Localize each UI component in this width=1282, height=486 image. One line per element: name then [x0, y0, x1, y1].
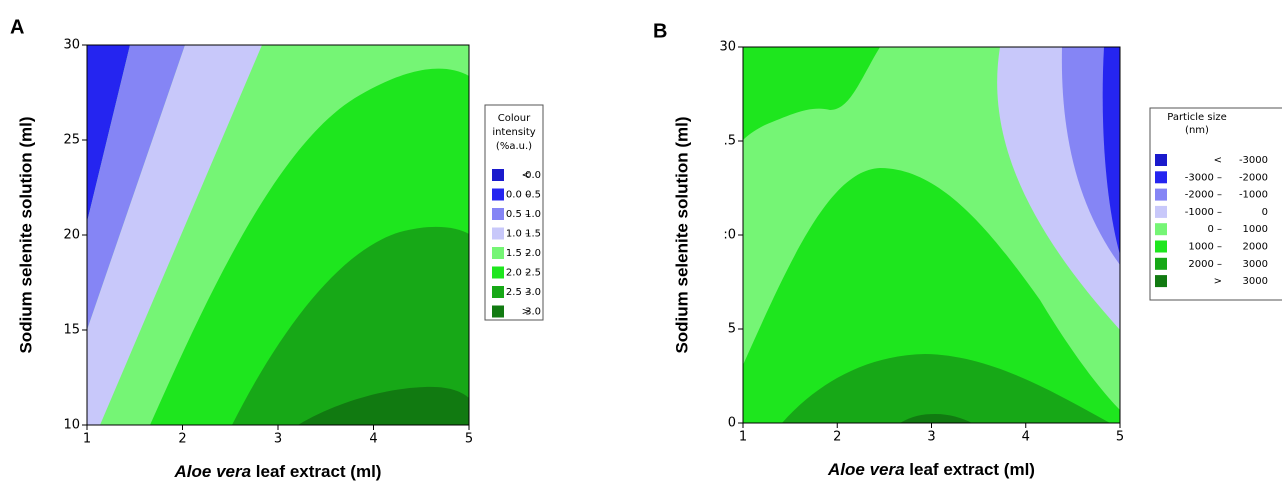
x-tick-label: 3 [274, 432, 282, 447]
legend-swatch [1155, 240, 1167, 253]
legend-label-left: -2000 – [1185, 190, 1222, 201]
legend-title: Colour [498, 113, 531, 124]
legend-label-right: 1.5 [525, 229, 541, 240]
x-axis-label-italic: Aloe vera [827, 460, 905, 479]
y-tick-label: 25 [63, 133, 80, 148]
contour-plot [743, 47, 1120, 423]
y-tick-label: 15 [63, 323, 80, 338]
legend-label-right: 3000 [1243, 276, 1268, 287]
y-axis-label: Sodium selenite solution (ml) [672, 116, 691, 353]
legend-label-right: -1000 [1239, 190, 1268, 201]
legend-swatch [492, 188, 504, 201]
legend-label-left: 2.0 – [506, 268, 530, 279]
legend-label-right: 1000 [1243, 224, 1268, 235]
legend-swatch [1155, 205, 1167, 218]
legend-label-right: 1.0 [525, 209, 541, 220]
contour-region [900, 414, 972, 423]
legend-label-left: -1000 – [1185, 207, 1222, 218]
contour-region [232, 226, 469, 425]
legend-box [1149, 107, 1282, 301]
legend-title: intensity [492, 127, 535, 138]
x-axis-label-italic: Aloe vera [174, 462, 252, 481]
legend-swatch [492, 286, 504, 298]
x-tick-label: 4 [1022, 430, 1030, 445]
legend-label-right: 3.0 [525, 287, 541, 298]
contour-region [743, 168, 1120, 423]
legend-label-right: -2000 [1239, 172, 1268, 183]
y-tick-label: :0 [723, 228, 736, 243]
legend-swatch [492, 227, 504, 240]
legend-label-right: 2.0 [525, 248, 541, 259]
legend-swatch [492, 305, 504, 318]
x-axis-label-rest: leaf extract (ml) [905, 460, 1035, 479]
legend-swatch [1155, 154, 1167, 166]
contour-region [87, 45, 262, 425]
legend-swatch [492, 169, 504, 181]
legend-label-left: 1000 – [1188, 242, 1222, 253]
x-tick-label: 1 [739, 430, 747, 445]
x-tick-label: 2 [833, 430, 841, 445]
legend-label-right: 3.0 [525, 307, 541, 318]
legend-label-right: 2.5 [525, 268, 541, 279]
legend-swatch [1155, 171, 1167, 184]
legend-title: (nm) [1185, 125, 1209, 136]
legend-swatch [492, 208, 504, 220]
legend-label-left: 2000 – [1188, 259, 1222, 270]
x-axis-label: Aloe vera leaf extract (ml) [827, 460, 1035, 479]
x-tick-label: 1 [83, 432, 91, 447]
y-tick-label: 30 [63, 38, 80, 53]
legend-label-left: 2.5 – [506, 287, 530, 298]
legend-label-left: 0.0 – [506, 190, 530, 201]
legend-label-right: 0 [1262, 207, 1268, 218]
panel-label: B [653, 20, 667, 42]
legend-swatch [492, 266, 504, 279]
legend-label-left: > [522, 307, 530, 318]
legend-label-left: 0.5 – [506, 209, 530, 220]
legend-swatch [1155, 188, 1167, 201]
x-tick-label: 3 [927, 430, 935, 445]
legend-title: (%a.u.) [496, 141, 532, 152]
legend-title: Particle size [1167, 112, 1227, 123]
y-tick-label: 30 [719, 40, 736, 55]
legend-label-right: -3000 [1239, 155, 1268, 166]
x-axis-label: Aloe vera leaf extract (ml) [174, 462, 382, 481]
y-tick-label: 10 [63, 418, 80, 433]
x-tick-label: 5 [1116, 430, 1124, 445]
legend-label-right: 3000 [1243, 259, 1268, 270]
y-tick-label: 0 [728, 416, 736, 431]
legend-label-left: > [1214, 276, 1222, 287]
contour-region [1102, 47, 1120, 255]
legend-swatch [1155, 257, 1167, 270]
legend-label-left: < [522, 170, 530, 181]
legend-label-right: 0.0 [525, 170, 541, 181]
y-tick-label: 20 [63, 228, 80, 243]
legend-label-left: -3000 – [1185, 172, 1222, 183]
contour-plot [87, 45, 469, 426]
legend-label-right: 0.5 [525, 190, 541, 201]
legend-label-left: < [1214, 155, 1222, 166]
y-axis-label: Sodium selenite solution (ml) [16, 116, 35, 353]
y-tick-label: .5 [724, 134, 736, 149]
y-tick-label: 5 [728, 322, 736, 337]
x-tick-label: 2 [178, 432, 186, 447]
legend-swatch [492, 247, 504, 259]
legend-swatch [1155, 275, 1167, 288]
legend-label-left: 1.5 – [506, 248, 530, 259]
x-tick-label: 4 [369, 432, 377, 447]
legend-label-left: 1.0 – [506, 229, 530, 240]
legend-swatch [1155, 223, 1167, 236]
x-tick-label: 5 [465, 432, 473, 447]
legend-label-right: 2000 [1243, 242, 1268, 253]
panel-label: A [10, 16, 24, 38]
legend-label-left: 0 – [1207, 224, 1222, 235]
contour-region [298, 386, 469, 425]
x-axis-label-rest: leaf extract (ml) [251, 462, 381, 481]
contour-region [782, 354, 1110, 423]
contour-region [743, 47, 880, 140]
